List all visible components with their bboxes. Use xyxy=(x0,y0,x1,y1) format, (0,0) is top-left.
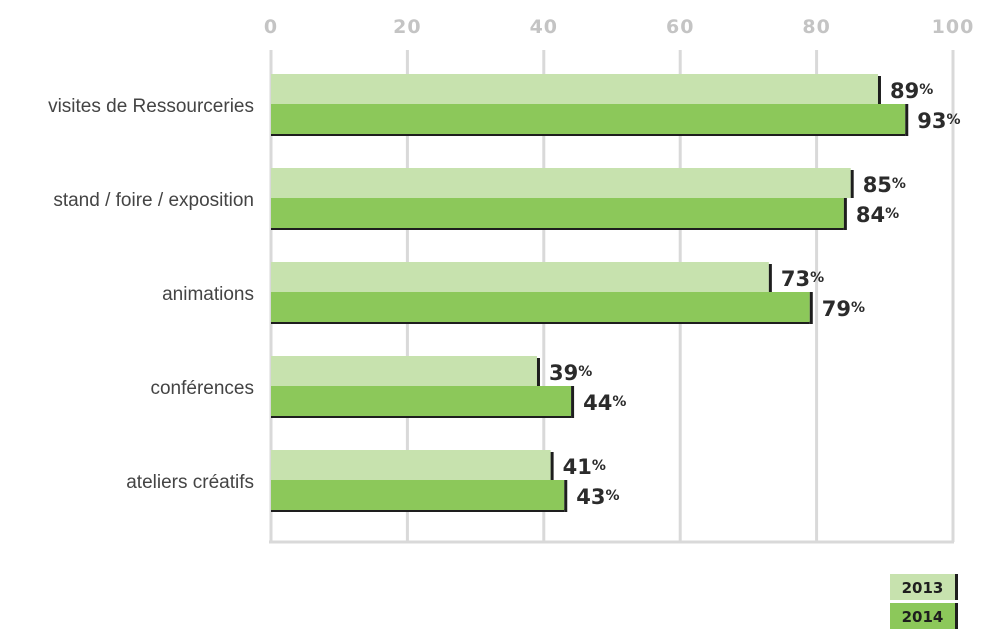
bar-shadow xyxy=(271,415,572,418)
data-label-value: 89 xyxy=(890,79,919,103)
data-label: 85% xyxy=(863,173,906,197)
bar-end-marker xyxy=(877,76,881,104)
data-label-value: 85 xyxy=(863,173,892,197)
legend-label: 2013 xyxy=(902,579,944,597)
data-label: 41% xyxy=(563,455,606,479)
data-label: 43% xyxy=(576,485,619,509)
data-label: 93% xyxy=(917,109,960,133)
category-label: animations xyxy=(162,284,254,305)
data-label-value: 73 xyxy=(781,267,810,291)
data-label-suffix: % xyxy=(605,488,619,504)
bar-2013 xyxy=(271,262,769,292)
x-tick-label: 80 xyxy=(802,16,830,38)
bar-end-marker xyxy=(571,386,575,418)
legend: 2013 2014 xyxy=(890,574,958,629)
legend-end-marker xyxy=(955,603,958,629)
bar-shadow xyxy=(271,321,810,324)
data-label-suffix: % xyxy=(810,270,824,286)
data-label: 89% xyxy=(890,79,933,103)
data-label-suffix: % xyxy=(919,82,933,98)
data-label-value: 39 xyxy=(549,361,578,385)
x-tick-label: 20 xyxy=(393,16,421,38)
bar-end-marker xyxy=(564,480,568,512)
bar-end-marker xyxy=(809,292,813,324)
data-label-value: 41 xyxy=(563,455,592,479)
bar-2013 xyxy=(271,356,537,386)
bar-shadow xyxy=(271,227,844,230)
data-label: 44% xyxy=(583,391,626,415)
bar-end-marker xyxy=(905,104,909,136)
bar-2014 xyxy=(271,198,844,228)
x-axis-ticks: 0 20 40 60 80 100 xyxy=(264,16,975,38)
category-labels: visites de Ressourceries stand / foire / … xyxy=(48,96,254,493)
category-label: conférences xyxy=(150,378,254,399)
category-label: visites de Ressourceries xyxy=(48,96,254,117)
legend-end-marker xyxy=(955,574,958,600)
bar-end-marker xyxy=(850,170,854,198)
data-label-value: 44 xyxy=(583,391,612,415)
bar-end-marker xyxy=(550,452,554,480)
data-label: 79% xyxy=(822,297,865,321)
data-label-suffix: % xyxy=(851,300,865,316)
legend-swatch-2014 xyxy=(890,603,955,629)
data-label: 84% xyxy=(856,203,899,227)
x-tick-label: 100 xyxy=(932,16,975,38)
category-label: ateliers créatifs xyxy=(126,472,254,493)
bar-shadow xyxy=(271,509,565,512)
data-label-value: 84 xyxy=(856,203,885,227)
legend-swatch-2013 xyxy=(890,574,955,600)
data-label: 39% xyxy=(549,361,592,385)
data-label-suffix: % xyxy=(885,206,899,222)
x-tick-label: 0 xyxy=(264,16,278,38)
category-label: stand / foire / exposition xyxy=(53,190,254,211)
data-label: 73% xyxy=(781,267,824,291)
bar-2014 xyxy=(271,480,565,510)
bar-2013 xyxy=(271,168,851,198)
bars xyxy=(271,74,909,512)
data-label-suffix: % xyxy=(612,394,626,410)
bar-2014 xyxy=(271,292,810,322)
data-label-suffix: % xyxy=(946,112,960,128)
value-labels: 89%93%85%84%73%79%39%44%41%43% xyxy=(549,79,961,509)
legend-label: 2014 xyxy=(902,608,944,626)
bar-2013 xyxy=(271,74,878,104)
x-tick-label: 60 xyxy=(666,16,694,38)
data-label-suffix: % xyxy=(578,364,592,380)
bar-end-marker xyxy=(768,264,772,292)
x-tick-label: 40 xyxy=(530,16,558,38)
bar-2014 xyxy=(271,386,572,416)
data-label-suffix: % xyxy=(892,176,906,192)
bar-end-marker xyxy=(843,198,847,230)
bar-end-marker xyxy=(536,358,540,386)
bar-2013 xyxy=(271,450,551,480)
bar-2014 xyxy=(271,104,906,134)
bar-shadow xyxy=(271,133,906,136)
data-label-value: 79 xyxy=(822,297,851,321)
data-label-value: 43 xyxy=(576,485,605,509)
data-label-value: 93 xyxy=(917,109,946,133)
data-label-suffix: % xyxy=(592,458,606,474)
